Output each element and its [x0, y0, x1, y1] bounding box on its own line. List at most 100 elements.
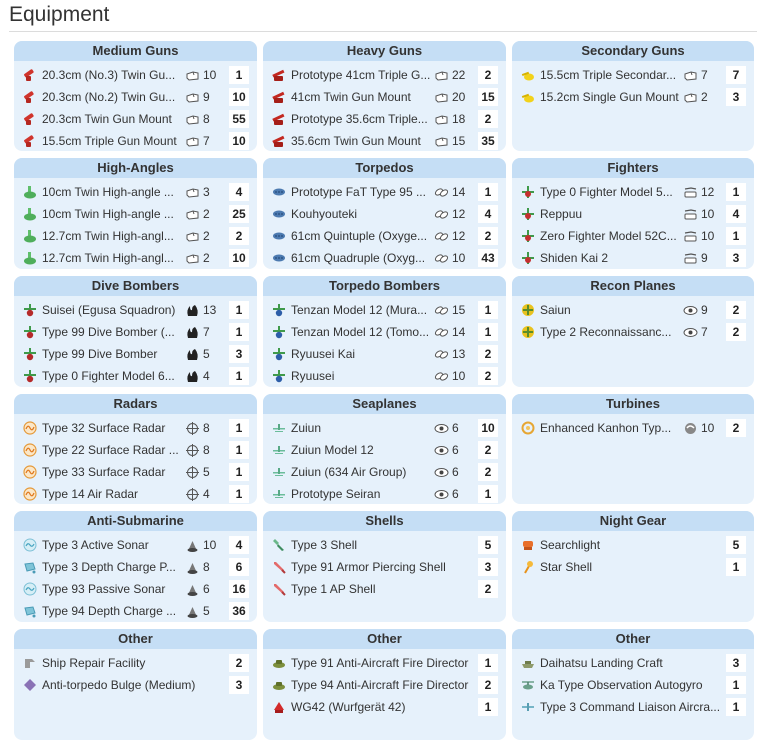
- small-gun-red-icon: [23, 68, 37, 82]
- equipment-row[interactable]: Type 91 Armor Piercing Shell 3: [263, 556, 506, 578]
- equipment-row[interactable]: Ryuusei Kai 13 2: [263, 343, 506, 365]
- equipment-row[interactable]: Kouhyouteki 12 4: [263, 203, 506, 225]
- stat-value: 3: [203, 185, 210, 199]
- equipment-row[interactable]: Ryuusei 10 2: [263, 365, 506, 387]
- equipment-row[interactable]: Tenzan Model 12 (Mura... 15 1: [263, 299, 506, 321]
- equipment-row[interactable]: Ka Type Observation Autogyro 1: [512, 674, 754, 696]
- sonar-icon: [23, 582, 37, 596]
- equipment-row[interactable]: Type 3 Shell 5: [263, 534, 506, 556]
- equipment-name: Searchlight: [540, 538, 601, 552]
- equipment-row[interactable]: 10cm Twin High-angle ... 2 25: [14, 203, 257, 225]
- equipment-name: Prototype Seiran: [291, 487, 381, 501]
- equipment-row[interactable]: Zuiun Model 12 6 2: [263, 439, 506, 461]
- equipment-row[interactable]: Tenzan Model 12 (Tomo... 14 1: [263, 321, 506, 343]
- equipment-row[interactable]: Searchlight 5: [512, 534, 754, 556]
- equipment-row[interactable]: Anti-torpedo Bulge (Medium) 3: [14, 674, 257, 696]
- equipment-row[interactable]: Type 33 Surface Radar 5 1: [14, 461, 257, 483]
- panel-title: Night Gear: [512, 511, 754, 531]
- equipment-name: Type 93 Passive Sonar: [42, 582, 166, 596]
- equipment-row[interactable]: 10cm Twin High-angle ... 3 4: [14, 181, 257, 203]
- equipment-row[interactable]: 15.2cm Single Gun Mount 2 3: [512, 86, 754, 108]
- equipment-count: 3: [229, 345, 249, 363]
- equipment-count: 4: [229, 183, 249, 201]
- equipment-row[interactable]: WG42 (Wurfgerät 42) 1: [263, 696, 506, 718]
- equipment-row[interactable]: Type 93 Passive Sonar 6 16: [14, 578, 257, 600]
- equipment-stat: 10: [434, 251, 472, 265]
- equipment-row[interactable]: Type 2 Reconnaissanc... 7 2: [512, 321, 754, 343]
- equipment-row[interactable]: Type 99 Dive Bomber (... 7 1: [14, 321, 257, 343]
- equipment-row[interactable]: 15.5cm Triple Gun Mount 7 10: [14, 130, 257, 151]
- equipment-stat: 3: [185, 185, 223, 199]
- equipment-row[interactable]: Type 94 Anti-Aircraft Fire Director 2: [263, 674, 506, 696]
- equipment-count: 6: [229, 558, 249, 576]
- torpedo-bomber-icon: [272, 325, 286, 339]
- panel-title: Heavy Guns: [263, 41, 506, 61]
- equipment-name: 41cm Twin Gun Mount: [291, 90, 411, 104]
- stat-value: 5: [203, 465, 210, 479]
- equipment-row[interactable]: Type 32 Surface Radar 8 1: [14, 417, 257, 439]
- equipment-row[interactable]: Reppuu 10 4: [512, 203, 754, 225]
- equipment-name: Ryuusei Kai: [291, 347, 356, 361]
- equipment-row[interactable]: Shiden Kai 2 9 3: [512, 247, 754, 269]
- high-angle-green-icon: [23, 207, 37, 221]
- equipment-row[interactable]: Star Shell 1: [512, 556, 754, 578]
- equipment-row[interactable]: Type 0 Fighter Model 5... 12 1: [512, 181, 754, 203]
- equipment-count: 1: [726, 698, 746, 716]
- firepower-fist-icon: [185, 69, 200, 82]
- stat-value: 9: [701, 303, 708, 317]
- torpedo-blue-icon: [272, 229, 286, 243]
- equipment-count: 1: [229, 419, 249, 437]
- equipment-row[interactable]: Type 0 Fighter Model 6... 4 1: [14, 365, 257, 387]
- equipment-count: 15: [478, 88, 498, 106]
- equipment-row[interactable]: Type 22 Surface Radar ... 8 1: [14, 439, 257, 461]
- equipment-row[interactable]: Prototype 35.6cm Triple... 18 2: [263, 108, 506, 130]
- equipment-row[interactable]: 20.3cm (No.2) Twin Gu... 9 10: [14, 86, 257, 108]
- equipment-row[interactable]: Zuiun (634 Air Group) 6 2: [263, 461, 506, 483]
- bombing-stat-icon: [185, 304, 200, 317]
- equipment-stat: 2: [185, 207, 223, 221]
- equipment-row[interactable]: 20.3cm Twin Gun Mount 8 55: [14, 108, 257, 130]
- equipment-row[interactable]: Type 3 Command Liaison Aircra... 1: [512, 696, 754, 718]
- equipment-row[interactable]: Saiun 9 2: [512, 299, 754, 321]
- equipment-row[interactable]: Prototype 41cm Triple G... 22 2: [263, 64, 506, 86]
- equipment-row[interactable]: Type 94 Depth Charge ... 5 36: [14, 600, 257, 622]
- equipment-row[interactable]: 12.7cm Twin High-angl... 2 2: [14, 225, 257, 247]
- equipment-row[interactable]: Type 1 AP Shell 2: [263, 578, 506, 600]
- equipment-count: 1: [229, 485, 249, 503]
- equipment-stat: 7: [683, 325, 721, 339]
- equipment-row[interactable]: 41cm Twin Gun Mount 20 15: [263, 86, 506, 108]
- torpedo-blue-icon: [272, 185, 286, 199]
- high-angle-green-icon: [23, 185, 37, 199]
- equipment-row[interactable]: Type 14 Air Radar 4 1: [14, 483, 257, 504]
- torpedo-stat-icon: [434, 252, 449, 265]
- equipment-row[interactable]: Type 3 Active Sonar 10 4: [14, 534, 257, 556]
- equipment-row[interactable]: Type 99 Dive Bomber 5 3: [14, 343, 257, 365]
- equipment-row[interactable]: 35.6cm Twin Gun Mount 15 35: [263, 130, 506, 151]
- equipment-row[interactable]: Enhanced Kanhon Typ... 10 2: [512, 417, 754, 439]
- equipment-count: 1: [478, 323, 498, 341]
- equipment-row[interactable]: Daihatsu Landing Craft 3: [512, 652, 754, 674]
- equipment-row[interactable]: Zero Fighter Model 52C... 10 1: [512, 225, 754, 247]
- equipment-count: 1: [478, 698, 498, 716]
- equipment-row[interactable]: Type 91 Anti-Aircraft Fire Director 1: [263, 652, 506, 674]
- equipment-row[interactable]: 15.5cm Triple Secondar... 7 7: [512, 64, 754, 86]
- stat-value: 6: [452, 465, 459, 479]
- equipment-row[interactable]: Prototype Seiran 6 1: [263, 483, 506, 504]
- equipment-row[interactable]: 61cm Quadruple (Oxyg... 10 43: [263, 247, 506, 269]
- panel-title: Torpedos: [263, 158, 506, 178]
- equipment-row[interactable]: 12.7cm Twin High-angl... 2 10: [14, 247, 257, 269]
- equipment-row[interactable]: 61cm Quintuple (Oxyge... 12 2: [263, 225, 506, 247]
- equipment-row[interactable]: 20.3cm (No.3) Twin Gu... 10 1: [14, 64, 257, 86]
- equipment-row[interactable]: Type 3 Depth Charge P... 8 6: [14, 556, 257, 578]
- equipment-row[interactable]: Suisei (Egusa Squadron) 13 1: [14, 299, 257, 321]
- equipment-row[interactable]: Zuiun 6 10: [263, 417, 506, 439]
- bombing-stat-icon: [185, 326, 200, 339]
- stat-value: 8: [203, 560, 210, 574]
- equipment-row[interactable]: Prototype FaT Type 95 ... 14 1: [263, 181, 506, 203]
- equipment-row[interactable]: Ship Repair Facility 2: [14, 652, 257, 674]
- fighter-plane-icon: [521, 207, 535, 221]
- stat-value: 10: [452, 369, 466, 383]
- secondary-gun-yellow-icon: [521, 68, 535, 82]
- equipment-count: 3: [726, 88, 746, 106]
- seaplane-icon: [272, 465, 286, 479]
